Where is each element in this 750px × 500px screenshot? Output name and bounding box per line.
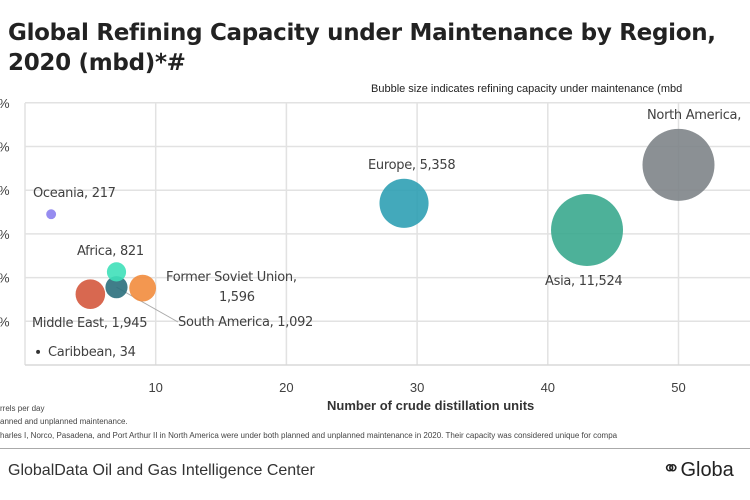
title-line-1: Global Refining Capacity under Maintenan…	[8, 20, 716, 46]
bubble-north-america	[642, 128, 715, 201]
chart-title: Global Refining Capacity under Maintenan…	[8, 18, 716, 78]
label-middle-east: Middle East, 1,945	[32, 316, 148, 331]
y-tick-label: %	[0, 183, 10, 198]
bubble-middle-east	[75, 279, 106, 309]
label-europe: Europe, 5,358	[368, 158, 456, 173]
x-tick-label: 20	[279, 380, 293, 395]
logo-text: Globa	[680, 459, 734, 481]
logo-icon: ⚭	[662, 456, 681, 481]
label-caribbean: Caribbean, 34	[48, 345, 136, 360]
x-tick-label: 30	[410, 380, 424, 395]
y-tick-label: %	[0, 96, 10, 111]
y-tick-label: %	[0, 271, 10, 286]
bubble-africa	[106, 262, 127, 282]
divider	[0, 448, 750, 449]
label-africa: Africa, 821	[77, 244, 144, 259]
y-tick-label: %	[0, 314, 10, 329]
bubble-europe	[379, 178, 429, 228]
globaldata-logo: ⚭Globa	[662, 456, 734, 482]
bubble-oceania	[46, 209, 57, 220]
bubble-caribbean	[36, 349, 41, 354]
label-former-soviet-union-value: 1,596	[219, 290, 255, 305]
bubble-chart: %%%%%% 10 20 30 40 50	[0, 96, 750, 395]
source-text: GlobalData Oil and Gas Intelligence Cent…	[8, 462, 315, 479]
bubble-asia	[551, 193, 624, 266]
bubble-south-america	[105, 276, 128, 299]
footnote-1: rrels per day	[0, 404, 45, 413]
bubble-former-soviet-union	[129, 274, 157, 302]
label-asia: Asia, 11,524	[545, 274, 623, 289]
x-tick-label: 50	[671, 380, 685, 395]
label-oceania: Oceania, 217	[33, 186, 116, 201]
x-axis-title: Number of crude distillation units	[327, 398, 535, 413]
label-north-america: North America,	[647, 108, 742, 123]
x-tick-label: 10	[148, 380, 162, 395]
leader-line-south-america	[116, 286, 179, 323]
x-tick-label: 40	[541, 380, 555, 395]
footnote-2: anned and unplanned maintenance.	[0, 417, 128, 426]
label-south-america: South America, 1,092	[178, 315, 314, 330]
y-tick-label: %	[0, 227, 10, 242]
label-former-soviet-union: Former Soviet Union,	[166, 270, 297, 285]
chart-subtitle: Bubble size indicates refining capacity …	[371, 83, 683, 95]
footnote-3: harles I, Norco, Pasadena, and Port Arth…	[0, 431, 618, 440]
title-line-2: 2020 (mbd)*#	[8, 50, 186, 76]
y-tick-label: %	[0, 140, 10, 155]
